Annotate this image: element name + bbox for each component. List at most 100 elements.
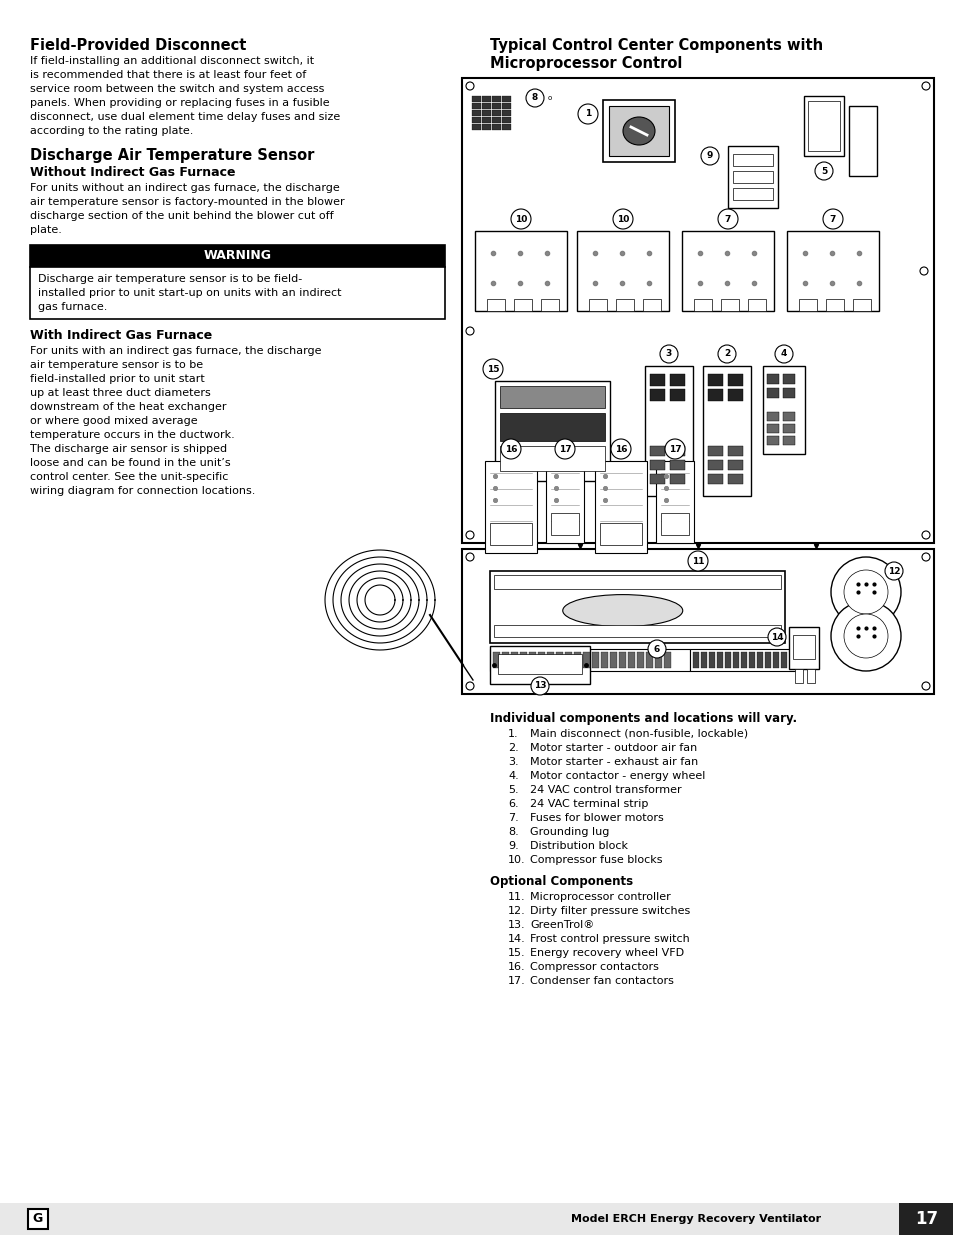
Text: 10: 10 xyxy=(515,215,527,224)
Text: With Indirect Gas Furnace: With Indirect Gas Furnace xyxy=(30,329,212,342)
Bar xyxy=(608,106,668,156)
Text: 15.: 15. xyxy=(507,948,525,958)
Circle shape xyxy=(465,553,474,561)
Text: service room between the switch and system access: service room between the switch and syst… xyxy=(30,84,324,94)
Bar xyxy=(519,652,526,668)
Text: loose and can be found in the unit’s: loose and can be found in the unit’s xyxy=(30,458,231,468)
Circle shape xyxy=(830,601,900,671)
Text: 1.: 1. xyxy=(507,729,518,739)
Bar xyxy=(782,412,794,421)
Text: GreenTrol®: GreenTrol® xyxy=(530,920,594,930)
Circle shape xyxy=(919,267,927,275)
Text: 7: 7 xyxy=(829,215,836,224)
Text: 14: 14 xyxy=(770,632,782,641)
Bar xyxy=(707,446,722,456)
Text: 14.: 14. xyxy=(507,934,525,944)
Bar xyxy=(618,652,625,668)
Text: Individual components and locations will vary.: Individual components and locations will… xyxy=(490,713,797,725)
Text: Energy recovery wheel VFD: Energy recovery wheel VFD xyxy=(530,948,683,958)
Text: 17: 17 xyxy=(668,445,680,453)
Ellipse shape xyxy=(622,117,655,144)
Bar xyxy=(529,652,536,668)
Text: For units with an indirect gas furnace, the discharge: For units with an indirect gas furnace, … xyxy=(30,346,321,356)
Bar xyxy=(792,635,814,659)
Bar xyxy=(501,110,511,116)
Text: 24 VAC control transformer: 24 VAC control transformer xyxy=(530,785,680,795)
Bar xyxy=(707,374,722,387)
Bar xyxy=(748,652,754,668)
Text: Discharge air temperature sensor is to be field-: Discharge air temperature sensor is to b… xyxy=(38,274,302,284)
Text: Frost control pressure switch: Frost control pressure switch xyxy=(530,934,689,944)
Bar xyxy=(649,389,664,401)
Bar xyxy=(852,299,870,311)
Text: Compressor fuse blocks: Compressor fuse blocks xyxy=(530,855,661,864)
Bar xyxy=(747,299,765,311)
Text: up at least three duct diameters: up at least three duct diameters xyxy=(30,388,211,398)
Bar xyxy=(599,522,641,545)
Bar xyxy=(595,461,646,553)
Text: 16: 16 xyxy=(504,445,517,453)
Circle shape xyxy=(921,531,929,538)
Text: 5: 5 xyxy=(820,167,826,175)
Bar xyxy=(727,446,742,456)
Bar xyxy=(727,474,742,484)
Bar xyxy=(486,299,504,311)
Text: Microprocessor controller: Microprocessor controller xyxy=(530,892,670,902)
Bar xyxy=(501,117,511,124)
Bar xyxy=(30,267,444,319)
Bar xyxy=(707,474,722,484)
Bar xyxy=(490,522,532,545)
Text: Grounding lug: Grounding lug xyxy=(530,827,609,837)
Bar xyxy=(799,299,816,311)
Text: Model ERCH Energy Recovery Ventilator: Model ERCH Energy Recovery Ventilator xyxy=(571,1214,821,1224)
Bar xyxy=(693,299,711,311)
Bar xyxy=(602,100,675,162)
Text: 8.: 8. xyxy=(507,827,518,837)
Circle shape xyxy=(613,209,633,228)
Bar xyxy=(472,110,480,116)
Bar xyxy=(898,1203,953,1235)
Bar xyxy=(497,655,581,674)
Bar xyxy=(707,459,722,471)
Bar xyxy=(655,652,661,668)
Text: 9.: 9. xyxy=(507,841,518,851)
Bar xyxy=(757,652,762,668)
Text: 6.: 6. xyxy=(507,799,518,809)
Text: 12.: 12. xyxy=(507,906,525,916)
Text: field-installed prior to unit start: field-installed prior to unit start xyxy=(30,374,205,384)
Text: G: G xyxy=(32,1213,43,1225)
Circle shape xyxy=(511,209,531,228)
Bar xyxy=(514,299,532,311)
Bar xyxy=(656,461,693,543)
Text: 8: 8 xyxy=(532,94,537,103)
Bar xyxy=(588,299,606,311)
Bar xyxy=(708,652,714,668)
Bar xyxy=(637,652,643,668)
Bar xyxy=(499,387,604,408)
Circle shape xyxy=(465,327,474,335)
Text: 17: 17 xyxy=(914,1210,937,1228)
Text: panels. When providing or replacing fuses in a fusible: panels. When providing or replacing fuse… xyxy=(30,98,330,107)
Bar xyxy=(609,652,617,668)
Bar xyxy=(481,110,491,116)
Text: The discharge air sensor is shipped: The discharge air sensor is shipped xyxy=(30,445,227,454)
Bar xyxy=(766,374,779,384)
Bar xyxy=(649,459,664,471)
Circle shape xyxy=(610,438,630,459)
Bar xyxy=(727,374,742,387)
Text: Compressor contactors: Compressor contactors xyxy=(530,962,659,972)
Bar xyxy=(782,374,794,384)
Text: Motor starter - exhaust air fan: Motor starter - exhaust air fan xyxy=(530,757,698,767)
Bar xyxy=(645,652,652,668)
Bar xyxy=(764,652,770,668)
Bar xyxy=(481,103,491,109)
Bar xyxy=(494,576,781,589)
Text: Distribution block: Distribution block xyxy=(530,841,627,851)
Bar xyxy=(766,424,779,433)
Circle shape xyxy=(647,640,665,658)
Bar xyxy=(540,299,558,311)
Text: 7: 7 xyxy=(724,215,730,224)
Bar xyxy=(740,652,746,668)
Circle shape xyxy=(500,438,520,459)
Circle shape xyxy=(555,438,575,459)
